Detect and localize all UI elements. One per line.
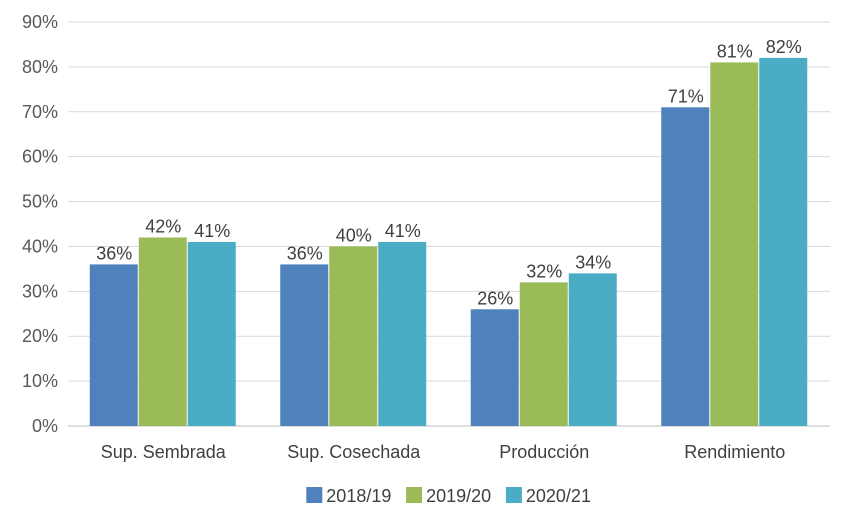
x-tick-label: Producción <box>499 442 589 462</box>
y-tick-label: 30% <box>22 281 58 301</box>
legend-swatch-2018-19 <box>306 487 323 503</box>
y-tick-label: 60% <box>22 147 58 167</box>
y-tick-label: 90% <box>22 12 58 32</box>
bar-2018-19-1 <box>89 264 138 426</box>
y-tick-label: 80% <box>22 57 58 77</box>
legend-swatch-2020-21 <box>505 487 522 503</box>
bar-2020-21-3 <box>568 273 617 426</box>
bar-2020-21-1 <box>187 241 236 426</box>
legend: 2018/19 2019/20 2020/21 <box>306 486 591 506</box>
data-label: 34% <box>575 252 611 272</box>
data-label: 32% <box>526 261 562 281</box>
y-tick-label: 50% <box>22 192 58 212</box>
data-label: 71% <box>668 86 704 106</box>
data-label: 82% <box>766 37 802 57</box>
data-label: 41% <box>385 221 421 241</box>
data-label: 36% <box>96 243 132 263</box>
y-axis: 0% 10% 20% 30% 40% 50% 60% 70% 80% 90% <box>22 12 58 436</box>
legend-label: 2020/21 <box>526 486 591 506</box>
data-label: 42% <box>145 216 181 236</box>
bar-2020-21-4 <box>759 57 808 427</box>
data-label: 41% <box>194 221 230 241</box>
bar-2018-19-2 <box>280 264 329 426</box>
legend-label: 2018/19 <box>326 486 391 506</box>
y-tick-label: 0% <box>32 416 58 436</box>
bar-2019-20-3 <box>519 282 568 426</box>
x-tick-label: Sup. Sembrada <box>101 442 227 462</box>
legend-swatch-2019-20 <box>406 487 423 503</box>
bar-2018-19-4 <box>661 107 710 427</box>
y-tick-label: 20% <box>22 326 58 346</box>
x-tick-label: Sup. Cosechada <box>287 442 421 462</box>
data-labels: 36% 42% 41% 36% 40% 41% 26% 32% 34% 71% 81% 82% <box>96 37 802 308</box>
y-tick-label: 40% <box>22 236 58 256</box>
legend-label: 2019/20 <box>426 486 491 506</box>
bar-2019-20-1 <box>138 237 187 426</box>
x-axis: Sup. Sembrada Sup. Cosechada Producción Ren… <box>101 442 786 462</box>
data-label: 36% <box>287 243 323 263</box>
data-label: 26% <box>477 288 513 308</box>
data-label: 40% <box>336 225 372 245</box>
y-tick-label: 10% <box>22 371 58 391</box>
x-tick-label: Rendimiento <box>684 442 785 462</box>
y-tick-label: 70% <box>22 102 58 122</box>
bar-2019-20-4 <box>710 62 759 427</box>
data-label: 81% <box>717 41 753 61</box>
bars <box>89 57 808 427</box>
bar-2020-21-2 <box>378 241 427 426</box>
bar-2019-20-2 <box>329 246 378 426</box>
bar-2018-19-3 <box>470 309 519 426</box>
